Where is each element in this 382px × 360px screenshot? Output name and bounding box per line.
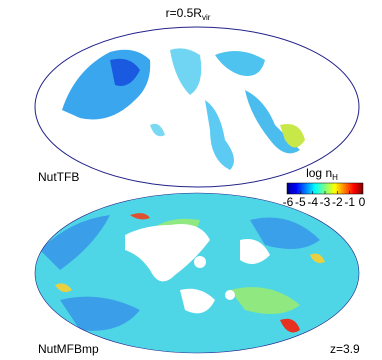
figure-title: r=0.5Rvir xyxy=(166,6,211,22)
map-bottom-outline xyxy=(34,192,360,354)
colorbar-tick-label: -1 xyxy=(344,195,355,209)
colorbar-label-main: log n xyxy=(306,166,332,180)
colorbar-tick-label: -2 xyxy=(332,195,343,209)
map-top-outline xyxy=(34,26,360,188)
title-sub: vir xyxy=(202,13,211,22)
panel-label: NutMFBmp xyxy=(38,342,99,356)
title-main: r=0.5R xyxy=(166,6,203,20)
colorbar-tick-label: -5 xyxy=(295,195,306,209)
colorbar-tick-label: -4 xyxy=(307,195,318,209)
panel-label: NutTFB xyxy=(38,170,79,184)
colorbar-tick-label: 0 xyxy=(359,195,366,209)
redshift-label: z=3.9 xyxy=(330,342,360,356)
colorbar-tick-label: -6 xyxy=(283,195,294,209)
map-bottom xyxy=(35,193,359,353)
colorbar-tick-label: -3 xyxy=(320,195,331,209)
colorbar-label: log nH xyxy=(306,166,338,182)
map-top xyxy=(35,27,359,187)
colorbar-ticks: -6 -5 -4 -3 -2 -1 0 xyxy=(283,191,366,209)
colorbar-label-sub: H xyxy=(332,173,338,182)
